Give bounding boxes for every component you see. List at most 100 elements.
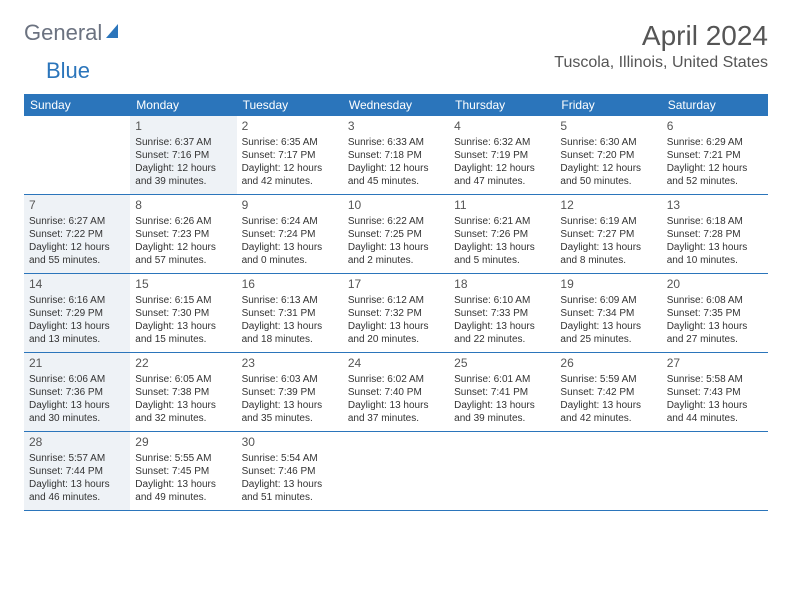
day-number: 4 [454,119,550,135]
daylight2-text: and 46 minutes. [29,491,125,504]
sunset-text: Sunset: 7:32 PM [348,307,444,320]
dayname-sunday: Sunday [24,94,130,116]
title-block: April 2024 Tuscola, Illinois, United Sta… [554,20,768,72]
day-number: 18 [454,277,550,293]
sunset-text: Sunset: 7:44 PM [29,465,125,478]
calendar-cell: 25Sunrise: 6:01 AMSunset: 7:41 PMDayligh… [449,353,555,431]
sunrise-text: Sunrise: 6:09 AM [560,294,656,307]
sunset-text: Sunset: 7:45 PM [135,465,231,478]
daylight2-text: and 49 minutes. [135,491,231,504]
day-number: 3 [348,119,444,135]
calendar-cell: 7Sunrise: 6:27 AMSunset: 7:22 PMDaylight… [24,195,130,273]
daylight1-text: Daylight: 13 hours [135,399,231,412]
sunrise-text: Sunrise: 6:01 AM [454,373,550,386]
daylight2-text: and 2 minutes. [348,254,444,267]
calendar-cell: 29Sunrise: 5:55 AMSunset: 7:45 PMDayligh… [130,432,236,510]
sunset-text: Sunset: 7:26 PM [454,228,550,241]
sunset-text: Sunset: 7:40 PM [348,386,444,399]
calendar-cell: 1Sunrise: 6:37 AMSunset: 7:16 PMDaylight… [130,116,236,194]
daylight1-text: Daylight: 13 hours [29,320,125,333]
calendar-cell: 27Sunrise: 5:58 AMSunset: 7:43 PMDayligh… [662,353,768,431]
day-number: 28 [29,435,125,451]
daylight2-text: and 32 minutes. [135,412,231,425]
day-number: 23 [242,356,338,372]
daylight1-text: Daylight: 12 hours [667,162,763,175]
calendar-cell: 10Sunrise: 6:22 AMSunset: 7:25 PMDayligh… [343,195,449,273]
sunrise-text: Sunrise: 6:13 AM [242,294,338,307]
sunrise-text: Sunrise: 5:54 AM [242,452,338,465]
sunset-text: Sunset: 7:38 PM [135,386,231,399]
daylight1-text: Daylight: 12 hours [29,241,125,254]
daylight2-text: and 10 minutes. [667,254,763,267]
daylight2-text: and 20 minutes. [348,333,444,346]
calendar-cell: 9Sunrise: 6:24 AMSunset: 7:24 PMDaylight… [237,195,343,273]
calendar-cell: 11Sunrise: 6:21 AMSunset: 7:26 PMDayligh… [449,195,555,273]
daylight1-text: Daylight: 13 hours [242,320,338,333]
calendar-cell: 24Sunrise: 6:02 AMSunset: 7:40 PMDayligh… [343,353,449,431]
calendar-cell: 13Sunrise: 6:18 AMSunset: 7:28 PMDayligh… [662,195,768,273]
day-number: 16 [242,277,338,293]
calendar-cell: 2Sunrise: 6:35 AMSunset: 7:17 PMDaylight… [237,116,343,194]
logo-text-general: General [24,20,102,46]
calendar-cell: 28Sunrise: 5:57 AMSunset: 7:44 PMDayligh… [24,432,130,510]
sunrise-text: Sunrise: 6:16 AM [29,294,125,307]
day-number: 20 [667,277,763,293]
dayname-tuesday: Tuesday [237,94,343,116]
daylight1-text: Daylight: 12 hours [454,162,550,175]
calendar: Sunday Monday Tuesday Wednesday Thursday… [24,94,768,511]
day-number: 5 [560,119,656,135]
calendar-cell [24,116,130,194]
day-number: 8 [135,198,231,214]
sunset-text: Sunset: 7:43 PM [667,386,763,399]
calendar-cell: 16Sunrise: 6:13 AMSunset: 7:31 PMDayligh… [237,274,343,352]
daylight1-text: Daylight: 13 hours [242,478,338,491]
daylight1-text: Daylight: 12 hours [560,162,656,175]
dayname-friday: Friday [555,94,661,116]
sunset-text: Sunset: 7:35 PM [667,307,763,320]
sunset-text: Sunset: 7:29 PM [29,307,125,320]
day-number: 25 [454,356,550,372]
calendar-header-row: Sunday Monday Tuesday Wednesday Thursday… [24,94,768,116]
calendar-week: 7Sunrise: 6:27 AMSunset: 7:22 PMDaylight… [24,195,768,274]
daylight1-text: Daylight: 13 hours [242,399,338,412]
daylight2-text: and 42 minutes. [560,412,656,425]
dayname-saturday: Saturday [662,94,768,116]
sunrise-text: Sunrise: 6:22 AM [348,215,444,228]
daylight2-text: and 42 minutes. [242,175,338,188]
calendar-cell: 22Sunrise: 6:05 AMSunset: 7:38 PMDayligh… [130,353,236,431]
day-number: 15 [135,277,231,293]
daylight2-text: and 15 minutes. [135,333,231,346]
daylight2-text: and 39 minutes. [135,175,231,188]
day-number: 21 [29,356,125,372]
calendar-cell: 5Sunrise: 6:30 AMSunset: 7:20 PMDaylight… [555,116,661,194]
daylight1-text: Daylight: 13 hours [667,320,763,333]
logo: General [24,20,123,46]
daylight2-text: and 45 minutes. [348,175,444,188]
day-number: 26 [560,356,656,372]
day-number: 1 [135,119,231,135]
sunset-text: Sunset: 7:36 PM [29,386,125,399]
sunrise-text: Sunrise: 6:21 AM [454,215,550,228]
daylight2-text: and 47 minutes. [454,175,550,188]
calendar-cell [662,432,768,510]
sunrise-text: Sunrise: 6:26 AM [135,215,231,228]
daylight1-text: Daylight: 13 hours [135,320,231,333]
sunset-text: Sunset: 7:25 PM [348,228,444,241]
sunrise-text: Sunrise: 6:27 AM [29,215,125,228]
day-number: 13 [667,198,763,214]
daylight1-text: Daylight: 13 hours [560,399,656,412]
daylight1-text: Daylight: 13 hours [560,320,656,333]
calendar-cell: 4Sunrise: 6:32 AMSunset: 7:19 PMDaylight… [449,116,555,194]
daylight2-text: and 52 minutes. [667,175,763,188]
daylight2-text: and 0 minutes. [242,254,338,267]
calendar-week: 14Sunrise: 6:16 AMSunset: 7:29 PMDayligh… [24,274,768,353]
day-number: 17 [348,277,444,293]
day-number: 10 [348,198,444,214]
sail-icon [104,20,122,46]
calendar-cell [555,432,661,510]
calendar-cell: 14Sunrise: 6:16 AMSunset: 7:29 PMDayligh… [24,274,130,352]
sunrise-text: Sunrise: 6:29 AM [667,136,763,149]
sunset-text: Sunset: 7:27 PM [560,228,656,241]
sunset-text: Sunset: 7:19 PM [454,149,550,162]
daylight1-text: Daylight: 13 hours [454,320,550,333]
